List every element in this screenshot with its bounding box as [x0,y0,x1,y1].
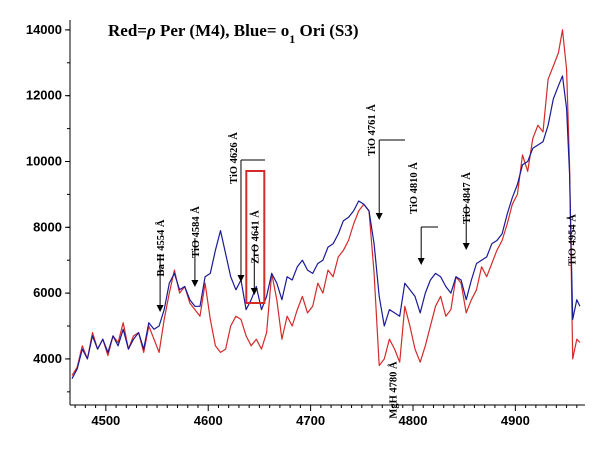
annotation-arrowhead [250,288,258,295]
annotation: TiO 4626 Å [228,132,265,282]
annotation: TiO 4584 Å [190,206,202,287]
axes: 4000 6000 8000 10000 12000 14000 4500 4600 4700 4… [26,20,585,428]
annotation-arrowhead [156,305,164,312]
annotation-label: TiO 4954 Å [567,214,579,266]
x-tick-label: 4900 [501,413,530,428]
annotation: TiO 4847 Å [461,172,473,250]
annotation: ZrO 4641 Å [245,170,266,304]
annotation-arrowhead [375,213,383,220]
annotation-label: TiO 4584 Å [190,206,202,258]
chart-title-part2: Per (M4), Blue= o [156,21,290,40]
annotation-layer: Ba II 4554 Å TiO 4584 Å TiO 4626 Å ZrO 4641… [155,104,579,419]
x-tick-label: 4500 [91,413,120,428]
annotation-label: TiO 4847 Å [461,172,473,224]
chart-title-part1: Red= [108,21,147,40]
y-tick-label: 10000 [26,153,62,168]
annotation-arrowhead [462,243,470,250]
zro-highlight-box [245,170,266,304]
y-tick-label: 6000 [33,285,62,300]
chart-title-sub: 1 [289,32,295,46]
y-tick-label: 4000 [33,351,62,366]
annotation: TiO 4954 Å [567,214,579,266]
annotation-arrowhead [191,280,199,287]
annotation-label: ZrO 4641 Å [249,210,261,264]
annotation-label: Ba II 4554 Å [155,219,167,276]
series-line-blue [71,75,581,379]
series-line-red [71,29,581,376]
annotation-label: TiO 4761 Å [366,104,378,156]
x-tick-label: 4800 [399,413,428,428]
chart-title-part3: Ori (S3) [295,21,358,40]
x-tick-label: 4600 [194,413,223,428]
annotation-label: TiO 4626 Å [228,132,240,184]
annotation: TiO 4810 Å [408,162,438,265]
x-tick-label: 4700 [296,413,325,428]
chart-title-rho: ρ [146,21,156,40]
y-tick-label: 8000 [33,219,62,234]
annotation-arrowhead [417,258,425,265]
chart-title: Red=ρ Per (M4), Blue= o1 Ori (S3) [108,21,359,46]
y-tick-label: 14000 [26,22,62,37]
series-layer [71,29,581,379]
y-tick-label: 12000 [26,88,62,103]
annotation: TiO 4761 Å [366,104,405,220]
annotation-arrowhead [237,275,245,282]
annotation-label: MgH 4780 Å [388,361,400,419]
annotation: MgH 4780 Å [388,361,400,419]
annotation-label: TiO 4810 Å [408,162,420,214]
annotation: Ba II 4554 Å [155,219,167,312]
